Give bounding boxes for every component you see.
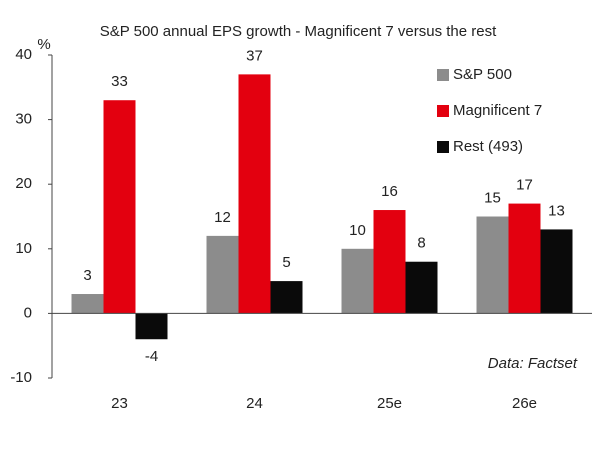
data-label: 37 [246, 47, 263, 64]
y-axis-label: % [37, 36, 50, 53]
data-label: 13 [548, 202, 565, 219]
data-label: 16 [381, 183, 398, 200]
y-tick-label: -10 [10, 369, 32, 386]
bar [341, 248, 374, 314]
bar [238, 74, 271, 314]
data-label: 3 [83, 267, 91, 284]
bar [476, 216, 509, 314]
legend-swatch [437, 105, 449, 117]
y-tick-label: 20 [15, 175, 32, 192]
bar [540, 229, 573, 314]
data-label: 5 [282, 254, 290, 271]
data-label: 10 [349, 222, 366, 239]
data-label: 17 [516, 177, 533, 194]
bar [270, 281, 303, 314]
chart-title: S&P 500 annual EPS growth - Magnificent … [100, 23, 497, 40]
bar [135, 313, 168, 340]
bar [103, 100, 136, 314]
y-tick-label: 30 [15, 111, 32, 128]
legend-label: Rest (493) [453, 138, 523, 155]
x-tick-label: 25e [377, 395, 402, 412]
y-tick-label: 0 [24, 304, 32, 321]
bar [71, 294, 104, 314]
data-label: -4 [145, 348, 158, 365]
legend-swatch [437, 69, 449, 81]
data-label: 15 [484, 189, 501, 206]
legend-label: S&P 500 [453, 66, 512, 83]
bar [405, 261, 438, 314]
data-label: 12 [214, 209, 231, 226]
y-tick-label: 10 [15, 240, 32, 257]
bar [373, 210, 406, 314]
x-tick-label: 24 [246, 395, 263, 412]
x-tick-label: 23 [111, 395, 128, 412]
legend-swatch [437, 141, 449, 153]
data-label: 33 [111, 73, 128, 90]
x-tick-label: 26e [512, 395, 537, 412]
y-tick-label: 40 [15, 46, 32, 63]
bar [508, 203, 541, 314]
legend-label: Magnificent 7 [453, 102, 542, 119]
bar [206, 235, 239, 314]
data-label: 8 [417, 235, 425, 252]
source-annotation: Data: Factset [488, 355, 578, 372]
